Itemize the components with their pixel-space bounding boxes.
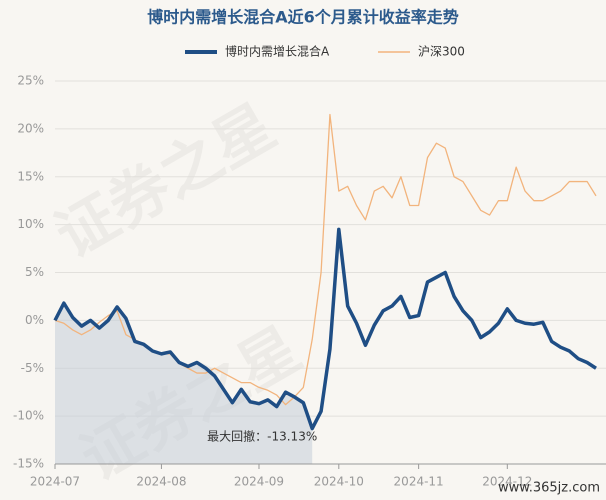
- y-tick-label: 20%: [17, 121, 44, 135]
- y-tick-label: 5%: [25, 265, 44, 279]
- x-tick-label: 2024-07: [30, 475, 80, 489]
- site-label: www.365jz.com: [498, 481, 600, 496]
- x-tick-label: 2024-12: [482, 475, 532, 489]
- y-tick-label: -15%: [13, 457, 44, 471]
- drawdown-area: [55, 303, 313, 464]
- x-tick-label: 2024-11: [394, 475, 444, 489]
- y-tick-label: 25%: [17, 74, 44, 88]
- annotation: 最大回撤：-13.13%: [207, 429, 317, 444]
- x-tick-label: 2024-09: [234, 475, 284, 489]
- chart-title: 博时内需增长混合A近6个月累计收益率走势: [147, 8, 459, 27]
- y-tick-label: 0%: [25, 313, 44, 327]
- series-line: [53, 227, 597, 431]
- watermark: 证券之星: [44, 91, 287, 272]
- x-tick-label: 2024-10: [314, 475, 364, 489]
- legend-label: 博时内需增长混合A: [225, 44, 330, 59]
- x-tick-label: 2024-08: [136, 475, 186, 489]
- legend-label: 沪深300: [418, 45, 465, 59]
- y-tick-label: -5%: [21, 361, 44, 375]
- y-tick-label: 15%: [17, 169, 44, 183]
- y-tick-label: -10%: [13, 409, 44, 423]
- y-tick-label: 10%: [17, 217, 44, 231]
